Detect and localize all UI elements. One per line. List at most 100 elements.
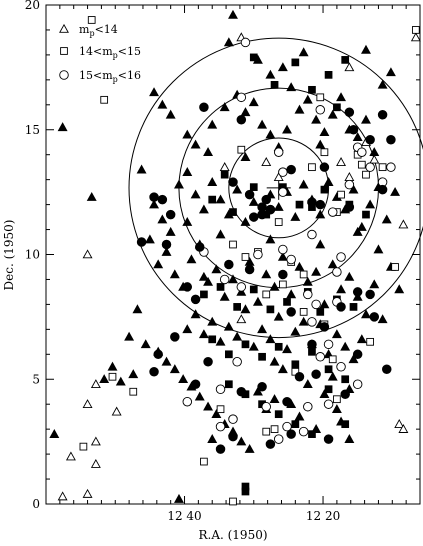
y-tick-label: 10 — [25, 248, 40, 262]
point-triangle-filled — [356, 221, 367, 231]
point-circle-filled — [161, 239, 172, 250]
point-triangle-filled — [277, 62, 288, 72]
point-triangle-filled — [228, 9, 238, 19]
point-triangle-filled — [182, 129, 193, 139]
point-triangle-open — [82, 488, 93, 498]
x-axis-label: R.A. (1950) — [198, 528, 267, 542]
point-triangle-filled — [198, 271, 209, 281]
point-triangle-filled — [315, 239, 326, 249]
point-circle-filled — [365, 134, 375, 145]
point-triangle-filled — [174, 493, 184, 503]
point-circle-filled — [190, 379, 201, 389]
legend: mp<14 14<mp<15 15<mp<16 — [59, 23, 141, 84]
point-circle-filled — [386, 134, 396, 145]
point-circle-open — [182, 396, 193, 407]
point-circle-open — [311, 299, 321, 310]
point-square-open — [229, 497, 237, 506]
point-square-open — [320, 148, 329, 157]
point-square-open — [308, 163, 316, 172]
point-circle-filled — [319, 162, 330, 172]
point-triangle-filled — [99, 374, 110, 384]
point-triangle-filled — [319, 389, 330, 399]
point-triangle-filled — [311, 114, 322, 124]
point-circle-open — [261, 401, 271, 412]
point-square-filled — [308, 430, 316, 438]
point-circle-filled — [153, 349, 163, 360]
point-circle-open — [352, 379, 363, 389]
point-circle-open — [228, 414, 238, 424]
point-triangle-open — [111, 406, 122, 416]
point-circle-filled — [348, 124, 359, 135]
point-square-filled — [274, 410, 283, 419]
point-triangle-filled — [203, 147, 214, 157]
point-circle-open — [278, 167, 288, 177]
point-triangle-filled — [165, 109, 176, 119]
legend-entry-2: 14<mp<15 — [79, 45, 141, 60]
point-triangle-filled — [252, 296, 263, 306]
point-triangle-open — [398, 219, 409, 229]
point-triangle-filled — [319, 299, 330, 309]
point-triangle-filled — [240, 152, 251, 162]
point-triangle-filled — [336, 92, 347, 102]
point-circle-filled — [265, 204, 276, 215]
point-square-filled — [291, 420, 300, 429]
y-tick-label: 15 — [25, 123, 40, 137]
legend-markers — [59, 23, 69, 80]
legend-entry-1: mp<14 — [79, 23, 118, 38]
point-triangle-filled — [140, 339, 151, 349]
point-triangle-open — [90, 436, 101, 446]
point-circle-open — [278, 187, 288, 197]
point-triangle-filled — [186, 254, 197, 264]
point-circle-filled — [165, 209, 176, 220]
point-circle-open — [332, 267, 342, 277]
point-circle-open — [357, 147, 367, 157]
point-circle-filled — [382, 364, 392, 375]
point-triangle-open — [336, 157, 347, 166]
point-square-filled — [224, 380, 233, 389]
legend-entry-1-rest: <14 — [95, 23, 118, 36]
point-triangle-filled — [394, 284, 405, 294]
point-square-filled — [208, 335, 217, 344]
point-circle-open — [336, 252, 346, 262]
point-circle-filled — [157, 194, 168, 205]
point-triangle-filled — [369, 147, 380, 157]
point-circle-filled — [203, 357, 213, 367]
point-circle-filled — [199, 102, 209, 113]
point-circle-filled — [190, 294, 201, 305]
point-square-filled — [266, 305, 275, 314]
point-circle-filled — [344, 107, 355, 118]
point-triangle-filled — [228, 274, 238, 284]
point-triangle-filled — [190, 189, 201, 199]
point-triangle-filled — [381, 214, 392, 224]
point-circle-filled — [265, 439, 276, 449]
point-circle-filled — [149, 367, 159, 377]
point-triangle-filled — [282, 344, 292, 354]
point-triangle-filled — [240, 107, 251, 117]
point-square-filled — [241, 340, 250, 349]
point-triangle-filled — [149, 199, 160, 209]
point-square-filled — [291, 360, 300, 369]
point-circle-filled — [278, 269, 288, 280]
axis-ticks — [45, 4, 421, 505]
point-triangle-filled — [315, 209, 326, 219]
point-triangle-filled — [248, 97, 259, 107]
point-triangle-filled — [161, 356, 172, 366]
radius-circle — [228, 137, 330, 239]
point-triangle-filled — [290, 211, 301, 221]
point-square-open — [411, 26, 420, 34]
point-triangle-filled — [215, 336, 226, 346]
point-triangle-filled — [331, 404, 342, 413]
point-triangle-filled — [124, 331, 135, 341]
point-triangle-filled — [265, 334, 276, 344]
point-square-open — [366, 337, 374, 346]
point-triangle-filled — [161, 246, 172, 256]
point-triangle-filled — [265, 234, 276, 244]
point-triangle-filled — [223, 321, 234, 331]
point-triangle-filled — [277, 251, 288, 261]
point-triangle-filled — [157, 214, 168, 224]
point-circle-open — [278, 244, 288, 255]
point-circle-filled — [228, 177, 238, 187]
point-triangle-open — [57, 491, 68, 501]
point-circle-open — [365, 162, 375, 172]
